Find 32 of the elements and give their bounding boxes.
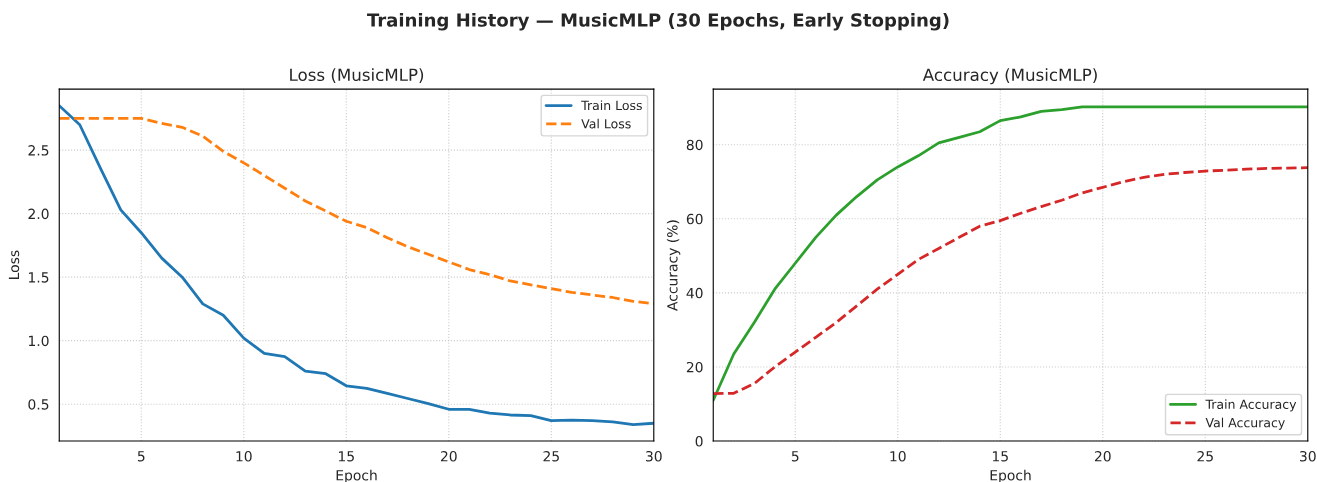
y-tick-label: 0 xyxy=(695,436,703,447)
legend-label: Val Accuracy xyxy=(1205,417,1285,430)
y-axis-title: Accuracy (%) xyxy=(666,220,681,311)
x-tick-label: 5 xyxy=(791,451,799,462)
y-tick-label: 20 xyxy=(686,361,703,373)
x-tick-label: 20 xyxy=(1094,451,1111,462)
chart-title: Accuracy (MusicMLP) xyxy=(922,68,1097,85)
text: Training History — MusicMLP (30 Epochs, Early Stopping) xyxy=(367,12,949,31)
x-tick-label: 5 xyxy=(137,451,145,462)
y-tick-label: 2.5 xyxy=(28,145,49,156)
x-tick-label: 15 xyxy=(992,451,1008,462)
y-tick-label: 0.5 xyxy=(28,399,49,410)
y-tick-label: 2.0 xyxy=(28,208,49,220)
x-tick-label: 25 xyxy=(1197,451,1213,462)
y-tick-label: 1.0 xyxy=(28,335,49,347)
y-tick-label: 40 xyxy=(686,287,703,299)
chart-title: Loss (MusicMLP) xyxy=(290,68,424,84)
x-tick-label: 25 xyxy=(543,451,559,462)
y-tick-label: 80 xyxy=(686,139,703,151)
y-tick-label: 60 xyxy=(686,213,703,225)
legend-label: Val Loss xyxy=(581,118,631,129)
y-axis-title: Loss xyxy=(8,250,20,279)
x-tick-label: 10 xyxy=(236,451,252,462)
x-tick-label: 10 xyxy=(890,451,906,462)
x-tick-label: 30 xyxy=(1300,451,1316,462)
legend-label: Train Accuracy xyxy=(1205,399,1297,412)
y-tick-label: 1.5 xyxy=(28,272,49,283)
x-tick-label: 20 xyxy=(440,451,457,462)
x-tick-label: 30 xyxy=(646,451,662,462)
x-tick-label: 15 xyxy=(338,451,354,462)
legend-label: Train Loss xyxy=(581,100,642,111)
line-series xyxy=(713,166,1308,396)
